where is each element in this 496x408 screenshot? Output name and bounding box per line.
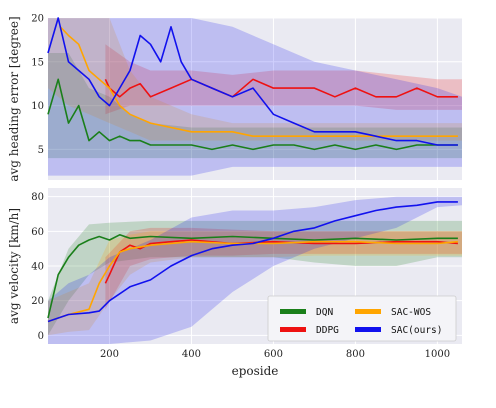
legend-swatch-dqn: [280, 309, 306, 314]
series-line-sac-ours: [47, 201, 458, 323]
x-tick-label: 1000: [425, 349, 450, 360]
confidence-band-sac-wos: [48, 231, 462, 336]
legend-swatch-sac-wos: [355, 309, 381, 314]
legend-entry-dqn: DQN: [280, 307, 333, 318]
top-series-lines: [47, 17, 458, 151]
series-line-sac-wos: [47, 240, 458, 323]
legend-label-ddpg: DDPG: [316, 325, 339, 336]
y-tick-label: 60: [31, 227, 44, 238]
top-panel: 5 10 15 20 avg heading error [degree]: [7, 14, 463, 182]
series-line-dqn: [47, 234, 458, 319]
bottom-panel: 0 20 40 60 80 200 400 600 800 1000 avg velocity …: [7, 188, 463, 378]
x-tick-label: 200: [100, 349, 119, 360]
confidence-band-sac-wos: [48, 18, 462, 141]
y-tick-label: 40: [31, 262, 44, 273]
legend-box: [267, 295, 457, 342]
legend-swatch-sac-ours: [355, 327, 381, 332]
series-line-dqn: [47, 78, 458, 151]
bottom-confidence-bands: [48, 196, 463, 344]
series-line-ddpg: [104, 78, 458, 98]
confidence-band-sac-ours: [48, 196, 462, 344]
y-tick-label: 10: [31, 101, 44, 112]
legend-entry-sac-ours: SAC(ours): [355, 325, 442, 336]
y-tick-label: 5: [38, 145, 44, 156]
legend-entry-sac-wos: SAC-WOS: [355, 307, 431, 318]
confidence-band-ddpg: [105, 44, 463, 115]
series-line-sac-ours: [47, 17, 458, 146]
x-tick-label: 400: [182, 349, 201, 360]
y-tick-label: 15: [31, 57, 44, 68]
x-tick-label: 800: [346, 349, 365, 360]
legend-label-dqn: DQN: [316, 307, 333, 318]
x-tick-labels: 200 400 600 800 1000: [100, 349, 450, 360]
y-tick-label: 0: [38, 331, 44, 342]
legend-label-sac-wos: SAC-WOS: [391, 307, 431, 318]
legend-swatch-ddpg: [280, 327, 306, 332]
legend-label-sac-ours: SAC(ours): [391, 325, 442, 336]
top-plot-area: [48, 18, 462, 180]
x-tick-label: 600: [264, 349, 283, 360]
y-tick-label: 20: [31, 14, 44, 25]
legend: DQN SAC-WOS DDPG SAC(ours): [267, 295, 457, 342]
confidence-band-dqn: [48, 220, 462, 336]
bottom-y-tick-labels: 0 20 40 60 80: [31, 192, 44, 342]
legend-entry-ddpg: DDPG: [280, 325, 339, 336]
top-y-tick-labels: 5 10 15 20: [31, 14, 44, 156]
bottom-series-lines: [47, 201, 458, 323]
confidence-band-ddpg: [105, 227, 463, 310]
bottom-y-axis-label: avg velocity [km/h]: [7, 208, 21, 324]
top-y-axis-label: avg heading error [degree]: [7, 16, 21, 181]
y-tick-label: 80: [31, 192, 44, 203]
x-axis-label: eposide: [232, 364, 279, 378]
y-tick-label: 20: [31, 296, 44, 307]
